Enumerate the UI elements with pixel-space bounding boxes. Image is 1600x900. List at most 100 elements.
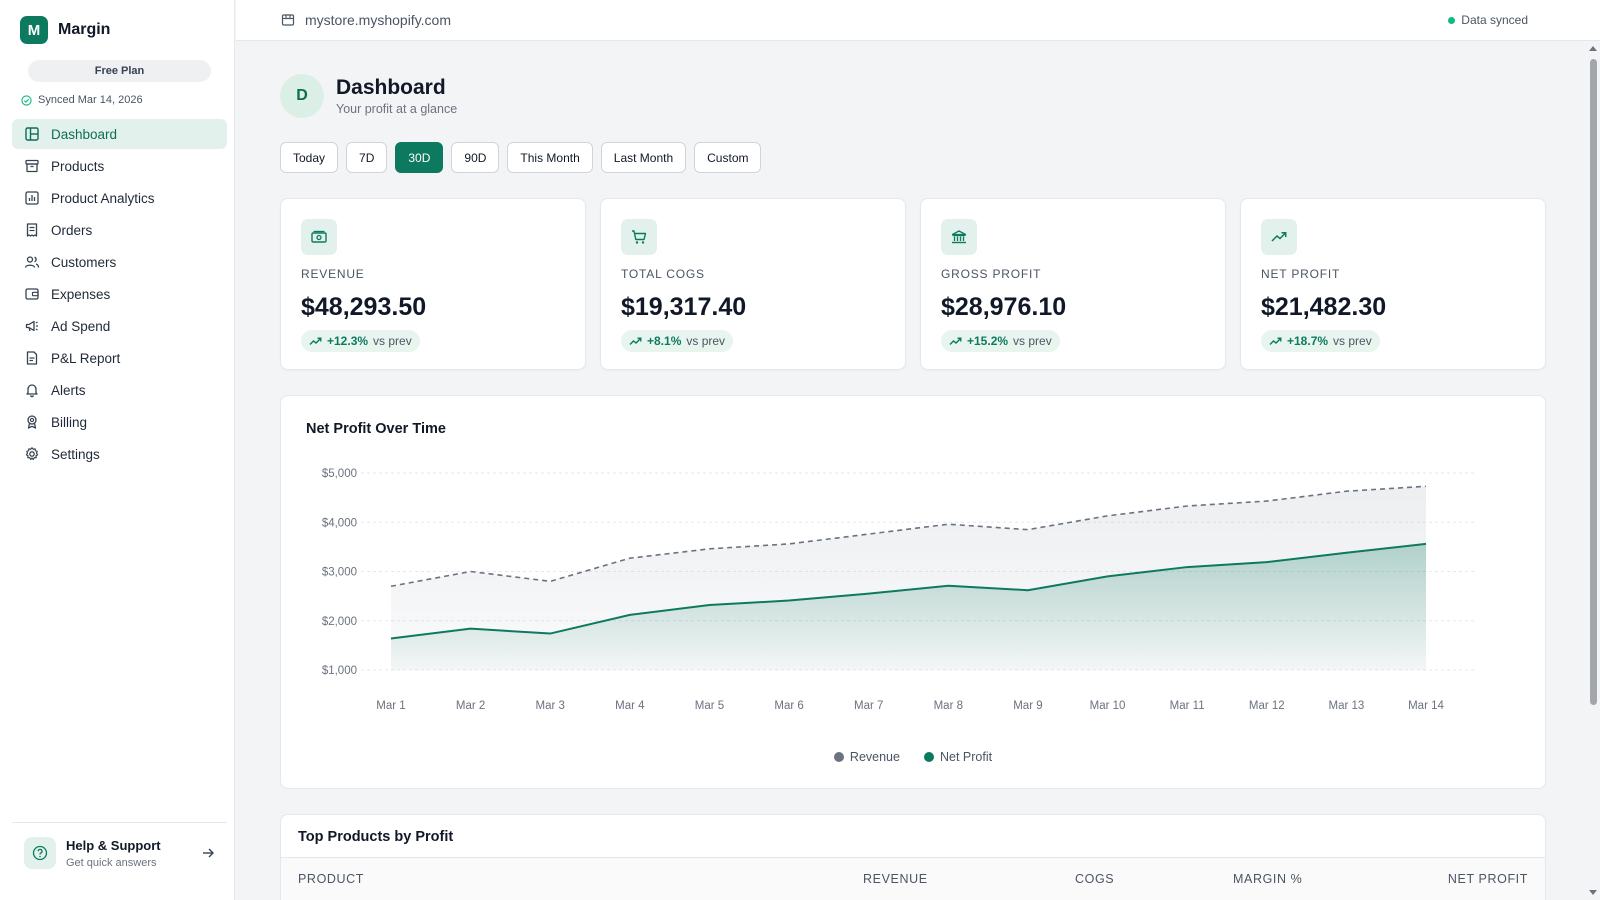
range-button-today[interactable]: Today [280, 142, 339, 173]
kpi-card-gross-profit: GROSS PROFIT $28,976.10 +15.2% vs prev [920, 198, 1226, 370]
column-header-margin[interactable]: MARGIN % [1233, 872, 1303, 886]
sidebar-item-label: Orders [51, 222, 93, 238]
column-header-net-profit[interactable]: NET PROFIT [1447, 872, 1528, 886]
kpi-delta-badge: +12.3% vs prev [301, 330, 420, 352]
sidebar-item-label: Billing [51, 414, 88, 430]
help-support-link[interactable]: Help & Support Get quick answers [12, 822, 227, 869]
gear-icon [25, 447, 39, 460]
receipt-icon [26, 223, 38, 237]
kpi-label: NET PROFIT [1261, 267, 1341, 281]
store-domain-text: mystore.myshopify.com [305, 12, 451, 28]
legend-item-revenue[interactable]: Revenue [833, 750, 900, 764]
sidebar-item-label: Expenses [51, 286, 111, 302]
x-tick-label: Mar 5 [695, 700, 724, 712]
revenue-line [390, 485, 1427, 588]
range-button-this-month[interactable]: This Month [507, 142, 593, 173]
kpi-delta-label: vs prev [686, 334, 726, 348]
money-icon [311, 230, 327, 243]
sidebar-item-products[interactable]: Products [12, 151, 227, 181]
x-tick-label: Mar 2 [456, 700, 485, 712]
bar-chart-icon [25, 191, 39, 205]
plan-badge[interactable]: Free Plan [28, 60, 211, 82]
kpi-icon-wrap [1261, 219, 1297, 255]
range-button-7d[interactable]: 7D [346, 142, 388, 173]
kpi-delta-badge: +8.1% vs prev [621, 330, 734, 352]
sidebar-item-label: Product Analytics [51, 190, 155, 206]
y-tick-label: $3,000 [322, 567, 357, 579]
legend-item-net-profit[interactable]: Net Profit [923, 750, 993, 764]
page-title: Dashboard [336, 76, 446, 99]
legend-dot [923, 752, 934, 762]
range-button-30d[interactable]: 30D [395, 142, 444, 173]
scroll-down-arrow[interactable] [1589, 890, 1597, 895]
brand[interactable]: M Margin [20, 16, 110, 44]
trend-up-icon [1271, 232, 1287, 242]
trend-up-icon [629, 337, 642, 345]
sidebar-item-expenses[interactable]: Expenses [12, 279, 227, 309]
kpi-delta-badge: +18.7% vs prev [1261, 330, 1380, 352]
sidebar-item-product-analytics[interactable]: Product Analytics [12, 183, 227, 213]
bank-icon [951, 230, 967, 244]
kpi-delta-label: vs prev [1013, 334, 1052, 348]
date-range-selector: Today 7D 30D 90D This Month Last Month C… [280, 142, 762, 173]
net-profit-area [391, 543, 1426, 670]
legend-dot [833, 752, 844, 762]
kpi-label: TOTAL COGS [621, 267, 705, 281]
sidebar-item-ad-spend[interactable]: Ad Spend [12, 311, 227, 341]
sync-status: Synced Mar 14, 2026 [21, 94, 143, 106]
x-tick-label: Mar 1 [376, 700, 405, 712]
sidebar-item-settings[interactable]: Settings [12, 439, 227, 469]
sidebar-item-orders[interactable]: Orders [12, 215, 227, 245]
sidebar-item-pl-report[interactable]: P&L Report [12, 343, 227, 373]
column-header-product[interactable]: PRODUCT [298, 872, 365, 886]
sidebar-item-label: Alerts [51, 382, 86, 398]
dashboard-icon [25, 127, 39, 141]
store-icon [281, 14, 295, 26]
wallet-icon [25, 288, 39, 300]
sidebar-nav: Dashboard Products Product Analytics Ord… [12, 119, 227, 471]
net-profit-chart[interactable]: $1,000 $2,000 $3,000 $4,000 $5,000 Mar 1 Mar 2… [281, 396, 1547, 746]
range-button-90d[interactable]: 90D [451, 142, 500, 173]
sidebar-item-alerts[interactable]: Alerts [12, 375, 227, 405]
page-subtitle: Your profit at a glance [336, 102, 458, 116]
users-icon [24, 256, 40, 268]
x-tick-label: Mar 6 [774, 700, 803, 712]
sidebar-item-label: Settings [51, 446, 100, 462]
kpi-value: $28,976.10 [941, 293, 1067, 321]
kpi-label: GROSS PROFIT [941, 267, 1042, 281]
sidebar-item-dashboard[interactable]: Dashboard [12, 119, 227, 149]
kpi-delta-value: +8.1% [647, 334, 682, 348]
kpi-delta-value: +15.2% [967, 334, 1009, 348]
range-button-custom[interactable]: Custom [694, 142, 762, 173]
kpi-icon-wrap [621, 219, 657, 255]
sidebar-item-label: Products [51, 158, 105, 174]
sidebar-item-label: Dashboard [51, 126, 118, 142]
store-domain[interactable]: mystore.myshopify.com [281, 12, 451, 28]
x-tick-label: Mar 9 [1013, 700, 1042, 712]
kpi-delta-value: +12.3% [327, 334, 369, 348]
kpi-value: $19,317.40 [621, 293, 747, 321]
help-text: Help & Support Get quick answers [66, 838, 201, 869]
x-tick-label: Mar 3 [536, 700, 565, 712]
range-button-last-month[interactable]: Last Month [600, 142, 687, 173]
bell-icon [26, 384, 38, 398]
column-header-revenue[interactable]: REVENUE [863, 872, 928, 886]
sidebar-item-customers[interactable]: Customers [12, 247, 227, 277]
column-header-cogs[interactable]: COGS [1075, 872, 1115, 886]
top-products-table: Top Products by Profit PRODUCT REVENUE C… [280, 814, 1546, 900]
scroll-thumb[interactable] [1590, 59, 1597, 705]
legend-label: Net Profit [939, 750, 993, 764]
sync-status-text: Synced Mar 14, 2026 [38, 94, 143, 106]
cart-icon [632, 230, 647, 244]
report-icon [26, 351, 38, 365]
trend-up-icon [949, 337, 962, 345]
sidebar-item-label: Ad Spend [51, 318, 111, 334]
arrow-right-icon [203, 848, 214, 858]
data-sync-status: Data synced [1448, 13, 1528, 27]
net-profit-chart-card: Net Profit Over Time $1,000 $2,000 $3,000 $… [280, 395, 1546, 789]
sidebar-item-billing[interactable]: Billing [12, 407, 227, 437]
scroll-up-arrow[interactable] [1589, 46, 1597, 51]
page-scrollbar[interactable] [1586, 41, 1600, 900]
y-tick-label: $2,000 [322, 616, 357, 628]
sidebar-item-label: P&L Report [51, 350, 121, 366]
